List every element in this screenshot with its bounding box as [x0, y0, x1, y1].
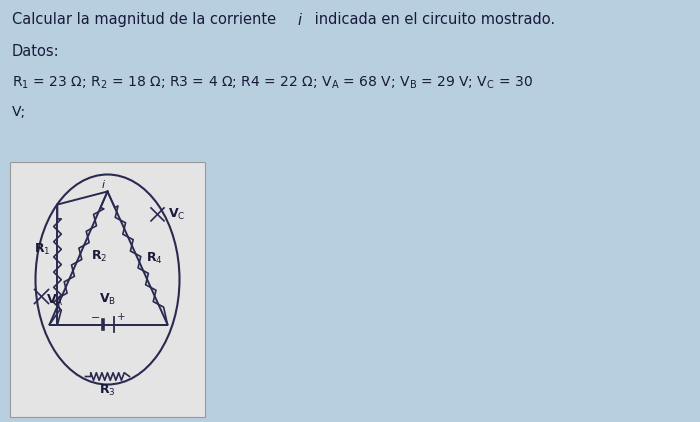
Text: R$_1$: R$_1$ [34, 242, 50, 257]
Text: V$_\mathrm{B}$: V$_\mathrm{B}$ [99, 292, 116, 306]
Text: V;: V; [12, 105, 26, 119]
Text: $i$: $i$ [297, 12, 303, 28]
Text: −: − [91, 313, 100, 322]
Text: R$_1$ = 23 $\Omega$; R$_2$ = 18 $\Omega$; R3 = 4 $\Omega$; R4 = 22 $\Omega$; V$_: R$_1$ = 23 $\Omega$; R$_2$ = 18 $\Omega$… [12, 75, 533, 92]
FancyBboxPatch shape [10, 162, 205, 417]
Text: $i$: $i$ [101, 178, 106, 189]
Text: Calcular la magnitud de la corriente: Calcular la magnitud de la corriente [12, 12, 281, 27]
Text: R$_2$: R$_2$ [92, 249, 108, 264]
Text: R$_4$: R$_4$ [146, 250, 162, 265]
Text: Datos:: Datos: [12, 44, 60, 59]
Text: V$_\mathrm{A}$: V$_\mathrm{A}$ [46, 293, 64, 308]
Text: indicada en el circuito mostrado.: indicada en el circuito mostrado. [310, 12, 555, 27]
Text: R$_3$: R$_3$ [99, 383, 116, 398]
Text: V$_\mathrm{C}$: V$_\mathrm{C}$ [169, 207, 186, 222]
Text: +: + [117, 313, 126, 322]
